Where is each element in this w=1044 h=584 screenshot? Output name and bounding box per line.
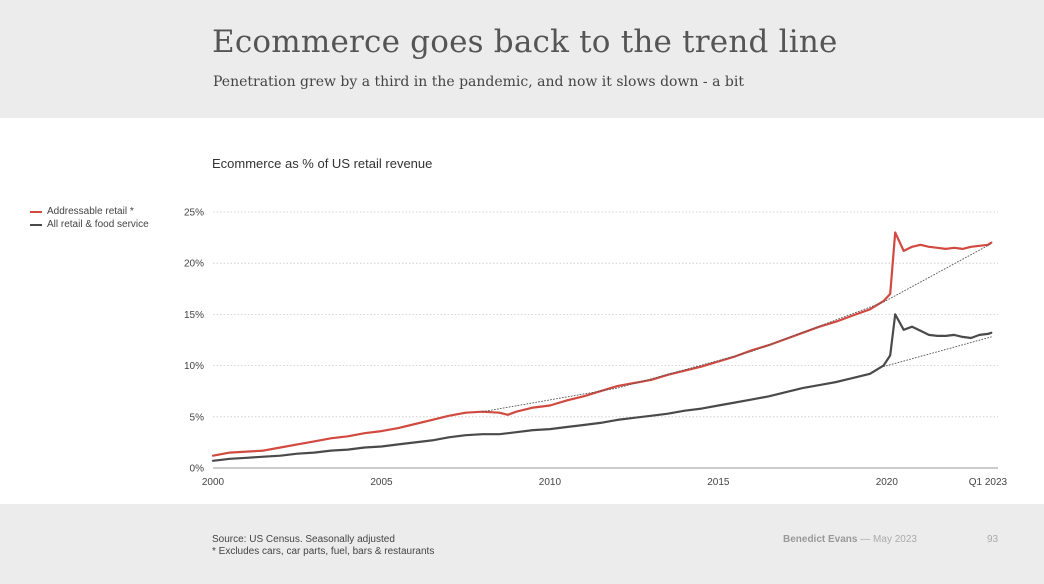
chart-legend: Addressable retail * All retail & food s… (30, 205, 149, 231)
trend-line (883, 336, 992, 368)
legend-label-addressable: Addressable retail * (47, 206, 134, 217)
page-subtitle: Penetration grew by a third in the pande… (213, 74, 744, 90)
legend-item-addressable: Addressable retail * (30, 205, 149, 218)
x-tick-label: 2010 (539, 477, 562, 488)
x-tick-label: 2020 (876, 477, 899, 488)
x-tick-label: 2015 (707, 477, 730, 488)
footer-band (0, 504, 1044, 584)
y-tick-label: 0% (190, 464, 205, 475)
legend-swatch-addressable (30, 210, 42, 213)
y-tick-label: 15% (184, 310, 204, 321)
x-tick-label: Q1 2023 (969, 477, 1008, 488)
y-tick-label: 10% (184, 361, 204, 372)
y-tick-label: 20% (184, 259, 204, 270)
legend-item-all-retail: All retail & food service (30, 218, 149, 231)
series-line-all-retail (211, 313, 993, 462)
source-note: Source: US Census. Seasonally adjusted *… (212, 534, 434, 558)
legend-swatch-all-retail (30, 223, 42, 226)
trend-line (482, 243, 992, 413)
page-title: Ecommerce goes back to the trend line (212, 24, 838, 60)
series-line-addressable-retail (211, 231, 993, 457)
page-number: 93 (987, 534, 999, 545)
x-tick-label: 2005 (370, 477, 393, 488)
y-tick-label: 5% (190, 412, 205, 423)
source-line: Source: US Census. Seasonally adjusted (212, 534, 395, 545)
credit: Benedict Evans — May 2023 (783, 534, 917, 545)
legend-label-all-retail: All retail & food service (47, 219, 149, 230)
x-tick-label: 2000 (202, 477, 225, 488)
credit-date: May 2023 (873, 534, 917, 545)
exclusion-note: * Excludes cars, car parts, fuel, bars &… (212, 546, 435, 557)
chart-title: Ecommerce as % of US retail revenue (212, 156, 433, 171)
y-tick-label: 25% (184, 208, 204, 219)
credit-separator: — (860, 534, 871, 545)
header-band (0, 0, 1044, 118)
author-name: Benedict Evans (783, 534, 858, 545)
